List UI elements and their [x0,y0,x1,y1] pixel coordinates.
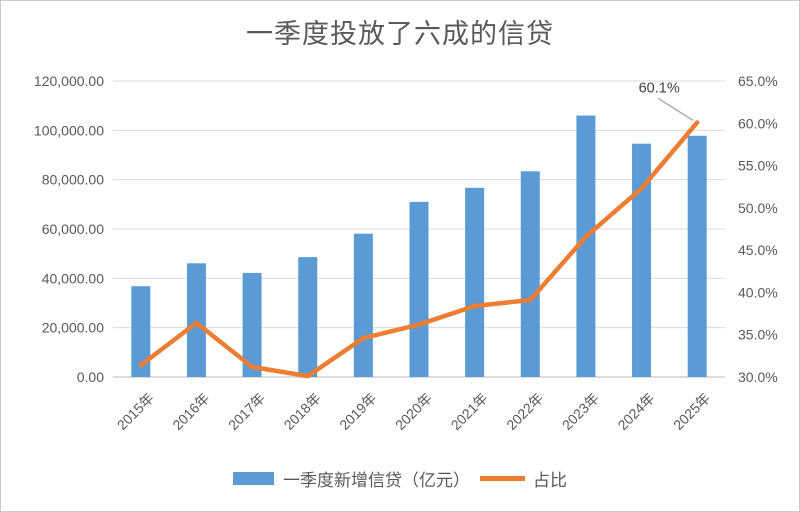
y-axis-left-tick-label: 100,000.00 [34,122,104,138]
chart-title: 一季度投放了六成的信贷 [246,19,554,49]
x-axis-tick-label: 2018年 [281,390,324,433]
ratio-line [138,120,700,379]
y-axis-left-tick-label: 0.00 [77,369,104,385]
x-axis-tick-label: 2019年 [336,390,379,433]
legend-item-bar-series: 一季度新增信贷（亿元） [233,466,470,491]
y-axis-right-tick-label: 60.0% [738,115,778,131]
x-axis-tick-label: 2022年 [503,390,546,433]
y-axis-right-tick-label: 50.0% [738,200,778,216]
y-axis-left-tick-label: 120,000.00 [34,73,104,89]
bar-2017年 [242,272,262,377]
x-axis-tick-label: 2024年 [614,390,657,433]
bar-2025年 [687,135,707,377]
bar-2015年 [131,286,151,377]
legend-item-line-series: 占比 [470,466,567,491]
annotation-leader-line [657,97,694,122]
annotation-label: 60.1% [639,80,680,96]
legend: 一季度新增信贷（亿元） 占比 [1,466,799,491]
y-axis-right-tick-label: 30.0% [738,369,778,385]
y-axis-right-tick-label: 55.0% [738,158,778,174]
bar-2016年 [186,263,206,377]
bar-2024年 [632,143,652,377]
x-axis-tick-label: 2016年 [169,390,212,433]
bar-2020年 [409,201,429,377]
bar-2021年 [465,187,485,377]
y-axis-left-tick-label: 20,000.00 [42,320,104,336]
x-axis-tick-label: 2021年 [448,390,491,433]
legend-bar-label: 一季度新增信贷（亿元） [283,471,470,490]
line-series-swatch-icon [480,476,525,481]
y-axis-right-tick-label: 35.0% [738,327,778,343]
bar-2022年 [520,171,540,377]
bar-series-swatch-icon [233,472,274,485]
y-axis-right-tick-label: 45.0% [738,242,778,258]
bar-2023年 [576,115,596,378]
y-axis-left-tick-label: 60,000.00 [42,221,104,237]
y-axis-right-tick-label: 40.0% [738,284,778,300]
bar-2018年 [298,257,318,377]
x-axis-tick-label: 2015年 [114,390,157,433]
x-axis-tick-label: 2017年 [225,390,268,433]
x-axis-tick-label: 2023年 [559,390,602,433]
y-axis-left-tick-label: 80,000.00 [42,172,104,188]
y-axis-left-tick-label: 40,000.00 [42,270,104,286]
legend-line-label: 占比 [533,471,567,490]
x-axis-tick-label: 2020年 [392,390,435,433]
bar-2019年 [353,233,373,377]
y-axis-right-tick-label: 65.0% [738,73,778,89]
x-axis-tick-label: 2025年 [670,390,713,433]
